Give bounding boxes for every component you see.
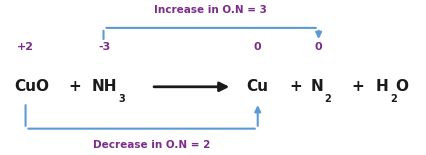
Text: 2: 2 bbox=[324, 94, 331, 104]
Text: +: + bbox=[290, 79, 302, 94]
Text: 0: 0 bbox=[315, 42, 322, 51]
Text: O: O bbox=[395, 79, 408, 94]
Text: N: N bbox=[310, 79, 323, 94]
Text: 0: 0 bbox=[254, 42, 262, 51]
Text: -3: -3 bbox=[98, 42, 110, 51]
Text: Cu: Cu bbox=[247, 79, 269, 94]
Text: Increase in O.N = 3: Increase in O.N = 3 bbox=[155, 5, 267, 15]
Text: H: H bbox=[376, 79, 389, 94]
Text: CuO: CuO bbox=[14, 79, 49, 94]
Text: 2: 2 bbox=[391, 94, 397, 104]
Text: +2: +2 bbox=[17, 42, 34, 51]
Text: NH: NH bbox=[92, 79, 118, 94]
Text: +: + bbox=[68, 79, 81, 94]
Text: 3: 3 bbox=[118, 94, 125, 104]
Text: +: + bbox=[351, 79, 364, 94]
Text: Decrease in O.N = 2: Decrease in O.N = 2 bbox=[92, 140, 210, 150]
